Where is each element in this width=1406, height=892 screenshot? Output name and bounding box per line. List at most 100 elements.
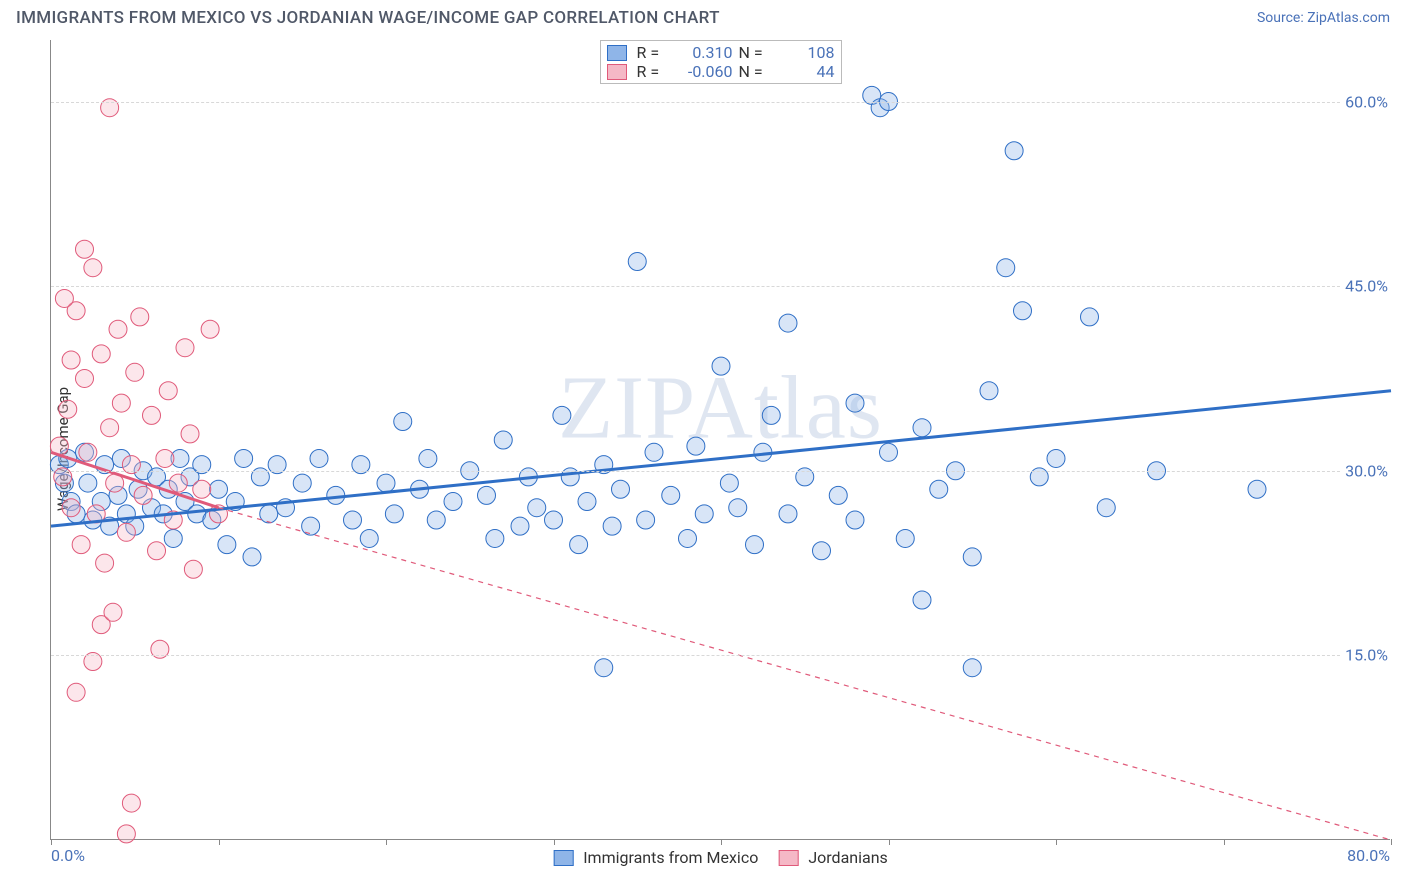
data-point: [913, 419, 931, 437]
n-value: 44: [773, 62, 835, 81]
y-tick-label: 45.0%: [1341, 277, 1392, 296]
n-value: 108: [773, 43, 835, 62]
data-point: [729, 499, 747, 517]
data-point: [687, 437, 705, 455]
series-legend: Immigrants from Mexico Jordanians: [553, 848, 888, 867]
chart-title: IMMIGRANTS FROM MEXICO VS JORDANIAN WAGE…: [16, 8, 720, 28]
data-point: [779, 505, 797, 523]
data-point: [76, 240, 94, 258]
data-point: [72, 536, 90, 554]
y-tick-label: 30.0%: [1341, 461, 1392, 480]
data-point: [880, 443, 898, 461]
data-point: [846, 511, 864, 529]
data-point: [360, 529, 378, 547]
data-point: [156, 449, 174, 467]
data-point: [235, 449, 253, 467]
data-point: [913, 591, 931, 609]
gridline: [51, 286, 1390, 287]
data-point: [427, 511, 445, 529]
data-point: [201, 320, 219, 338]
data-point: [260, 505, 278, 523]
data-point: [1248, 480, 1266, 498]
data-point: [394, 413, 412, 431]
data-point: [419, 449, 437, 467]
data-point: [603, 517, 621, 535]
data-point: [344, 511, 362, 529]
data-point: [101, 419, 119, 437]
data-point: [528, 499, 546, 517]
data-point: [218, 536, 236, 554]
data-point: [92, 345, 110, 363]
data-point: [1097, 499, 1115, 517]
data-point: [637, 511, 655, 529]
data-point: [930, 480, 948, 498]
data-point: [104, 603, 122, 621]
y-tick-label: 15.0%: [1341, 646, 1392, 665]
legend-row: R = 0.310 N = 108: [607, 43, 835, 62]
legend-label: Immigrants from Mexico: [583, 848, 758, 867]
legend-item: Immigrants from Mexico: [553, 848, 758, 867]
data-point: [712, 357, 730, 375]
data-point: [679, 529, 697, 547]
x-axis-max-label: 80.0%: [1347, 846, 1390, 865]
data-point: [1005, 142, 1023, 160]
gridline: [51, 102, 1390, 103]
y-tick-label: 60.0%: [1341, 92, 1392, 111]
data-point: [695, 505, 713, 523]
data-point: [67, 683, 85, 701]
x-tick: [219, 839, 220, 845]
data-point: [76, 369, 94, 387]
data-point: [612, 480, 630, 498]
legend-swatch: [553, 850, 573, 866]
x-tick: [386, 839, 387, 845]
data-point: [243, 548, 261, 566]
data-point: [478, 486, 496, 504]
r-value: -0.060: [671, 62, 733, 81]
data-point: [184, 560, 202, 578]
legend-item: Jordanians: [778, 848, 887, 867]
source-label: Source: ZipAtlas.com: [1257, 10, 1390, 26]
data-point: [385, 505, 403, 523]
data-point: [980, 382, 998, 400]
x-tick: [554, 839, 555, 845]
data-point: [578, 493, 596, 511]
r-label: R =: [637, 43, 665, 62]
data-point: [164, 529, 182, 547]
data-point: [486, 529, 504, 547]
data-point: [210, 480, 228, 498]
n-label: N =: [739, 62, 767, 81]
data-point: [96, 554, 114, 572]
data-point: [176, 339, 194, 357]
legend-swatch: [607, 45, 627, 61]
data-point: [159, 382, 177, 400]
data-point: [1014, 302, 1032, 320]
x-tick: [1056, 839, 1057, 845]
data-point: [59, 400, 77, 418]
data-point: [143, 406, 161, 424]
data-point: [963, 659, 981, 677]
data-point: [112, 394, 130, 412]
data-point: [829, 486, 847, 504]
data-point: [109, 320, 127, 338]
x-tick: [51, 839, 52, 845]
data-point: [131, 308, 149, 326]
data-point: [126, 363, 144, 381]
data-point: [896, 529, 914, 547]
gridline: [51, 655, 1390, 656]
data-point: [62, 351, 80, 369]
correlation-legend: R = 0.310 N = 108 R = -0.060 N = 44: [600, 40, 842, 84]
legend-swatch: [778, 850, 798, 866]
data-point: [169, 474, 187, 492]
x-tick: [721, 839, 722, 845]
data-point: [79, 474, 97, 492]
data-point: [62, 499, 80, 517]
data-point: [494, 431, 512, 449]
data-point: [553, 406, 571, 424]
data-point: [846, 394, 864, 412]
data-point: [1047, 449, 1065, 467]
data-point: [628, 253, 646, 271]
data-point: [84, 259, 102, 277]
data-point: [720, 474, 738, 492]
gridline: [51, 471, 1390, 472]
data-point: [746, 536, 764, 554]
